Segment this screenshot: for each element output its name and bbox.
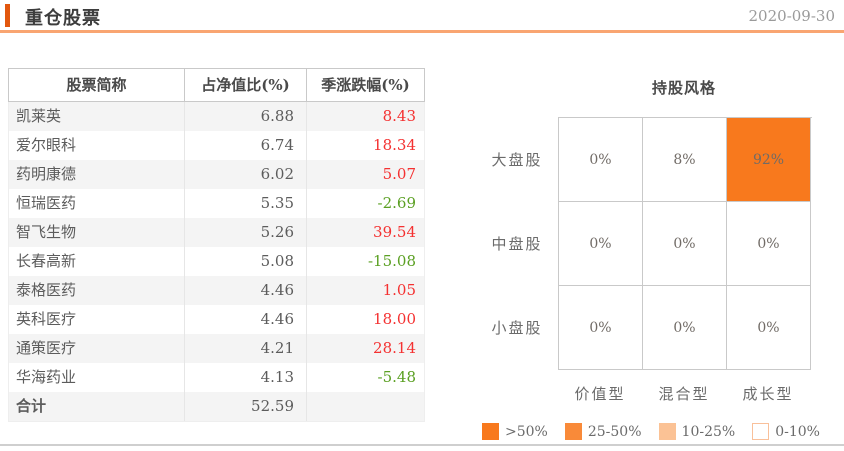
header-underline [0,30,844,33]
stock-name-cell: 药明康德 [16,165,77,183]
accent-bar [5,4,10,27]
table-row: 通策医疗 4.21 28.14 [9,334,424,363]
heatmap-row-label-small-cap: 小盘股 [491,319,543,337]
heatmap-col-label-growth: 成长型 [742,385,794,403]
legend-label: 10-25% [681,423,736,440]
legend-label: >50% [505,423,548,440]
table-row: 爱尔眼科 6.74 18.34 [9,131,424,160]
table-row: 恒瑞医药 5.35 -2.69 [9,189,424,218]
heatmap-col-label-blend: 混合型 [658,385,710,403]
legend-item: 25-50% [564,423,642,440]
change-cell: 8.43 [306,102,424,131]
change-cell: -2.69 [306,189,424,218]
stock-name-cell: 通策医疗 [16,339,77,357]
stock-name-cell: 智飞生物 [16,223,77,241]
change-cell: 18.00 [306,305,424,334]
weight-cell: 4.21 [184,334,306,363]
heatmap-title: 持股风格 [651,79,716,97]
stock-name-cell: 凯莱英 [16,107,62,125]
table-body: 凯莱英 6.88 8.43 爱尔眼科 6.74 18.34 药明康德 6.02 … [8,102,425,422]
legend-swatch-icon [564,423,582,440]
stock-name-cell: 恒瑞医药 [16,194,77,212]
legend-swatch-icon [658,423,676,440]
table-row: 泰格医药 4.46 1.05 [9,276,424,305]
holdings-table: 股票简称 占净值比(%) 季涨跌幅(%) 凯莱英 6.88 8.43 爱尔眼科 … [8,68,425,422]
change-cell: 28.14 [306,334,424,363]
stock-name-cell: 英科医疗 [16,310,77,328]
column-header-net-weight: 占净值比(%) [184,69,306,101]
legend-label: 25-50% [587,423,642,440]
table-total-row: 合计 52.59 [9,392,424,421]
page-title: 重仓股票 [25,8,101,29]
change-cell: 1.05 [306,276,424,305]
table-row: 智飞生物 5.26 39.54 [9,218,424,247]
heatmap-cell: 92% [727,118,811,202]
table-row: 长春高新 5.08 -15.08 [9,247,424,276]
weight-cell: 6.74 [184,131,306,160]
weight-cell: 6.88 [184,102,306,131]
column-header-stock-name: 股票简称 [66,76,127,94]
heatmap-row-label-large-cap: 大盘股 [491,151,543,169]
weight-cell: 5.35 [184,189,306,218]
legend-item: 10-25% [658,423,736,440]
change-cell: 18.34 [306,131,424,160]
heatmap-cell: 0% [559,202,643,286]
stock-name-cell: 华海药业 [16,368,77,386]
change-cell: -5.48 [306,363,424,392]
total-label-cell: 合计 [16,397,47,415]
weight-cell: 4.13 [184,363,306,392]
table-header-row: 股票简称 占净值比(%) 季涨跌幅(%) [8,68,425,102]
change-cell: -15.08 [306,247,424,276]
legend-item: >50% [482,423,548,440]
total-weight-cell: 52.59 [184,392,306,421]
heatmap-row-label-mid-cap: 中盘股 [491,235,543,253]
heatmap-col-label-value: 价值型 [574,385,626,403]
heatmap-cell: 0% [559,286,643,370]
bottom-divider [0,444,844,446]
weight-cell: 6.02 [184,160,306,189]
table-row: 凯莱英 6.88 8.43 [9,102,424,131]
heatmap-cell: 0% [727,202,811,286]
heatmap-grid: 0% 8% 92% 0% 0% 0% 0% 0% 0% [558,117,812,370]
change-cell: 39.54 [306,218,424,247]
table-row: 华海药业 4.13 -5.48 [9,363,424,392]
column-header-qtr-change: 季涨跌幅(%) [306,69,424,101]
change-cell: 5.07 [306,160,424,189]
stock-name-cell: 长春高新 [16,252,77,270]
weight-cell: 5.26 [184,218,306,247]
heatmap-legend: >50% 25-50% 10-25% 0-10% [482,423,820,440]
heatmap-cell: 0% [559,118,643,202]
legend-item: 0-10% [752,423,820,440]
weight-cell: 4.46 [184,305,306,334]
weight-cell: 4.46 [184,276,306,305]
table-row: 药明康德 6.02 5.07 [9,160,424,189]
heatmap-cell: 0% [643,286,727,370]
stock-name-cell: 泰格医药 [16,281,77,299]
heatmap-cell: 0% [643,202,727,286]
legend-label: 0-10% [775,423,820,440]
total-change-cell [306,392,424,421]
heatmap-cell: 8% [643,118,727,202]
heatmap-cell: 0% [727,286,811,370]
stock-name-cell: 爱尔眼科 [16,136,77,154]
legend-swatch-icon [752,423,770,440]
heatmap-column-labels: 价值型 混合型 成长型 [558,383,812,404]
legend-swatch-icon [482,423,499,440]
report-date: 2020-09-30 [748,7,835,25]
weight-cell: 5.08 [184,247,306,276]
table-row: 英科医疗 4.46 18.00 [9,305,424,334]
